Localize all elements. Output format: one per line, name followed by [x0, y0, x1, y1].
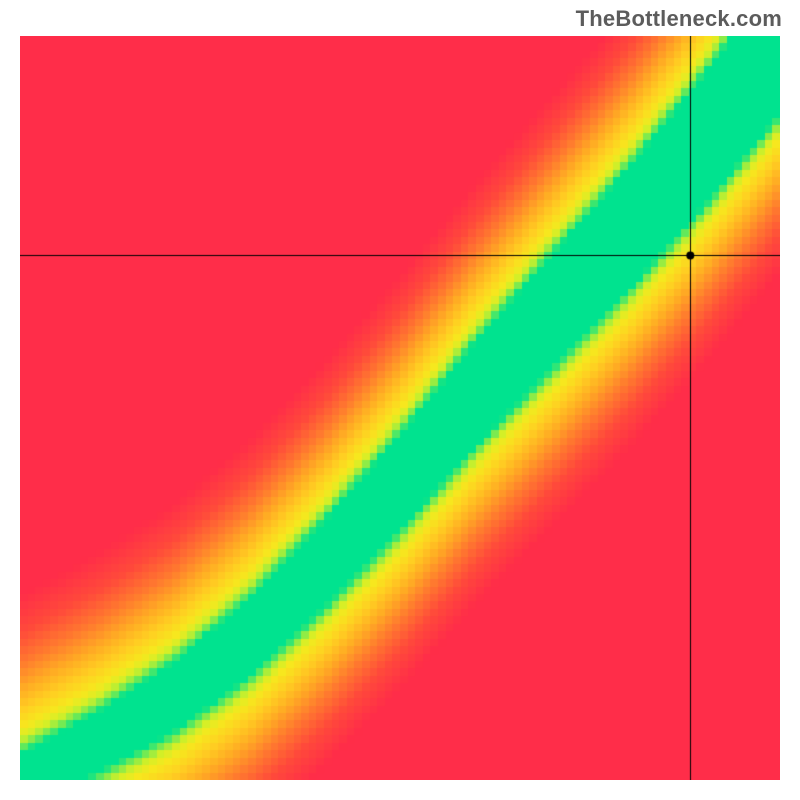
bottleneck-heatmap: [20, 36, 780, 780]
heatmap-container: [20, 36, 780, 780]
watermark-text: TheBottleneck.com: [576, 6, 782, 32]
